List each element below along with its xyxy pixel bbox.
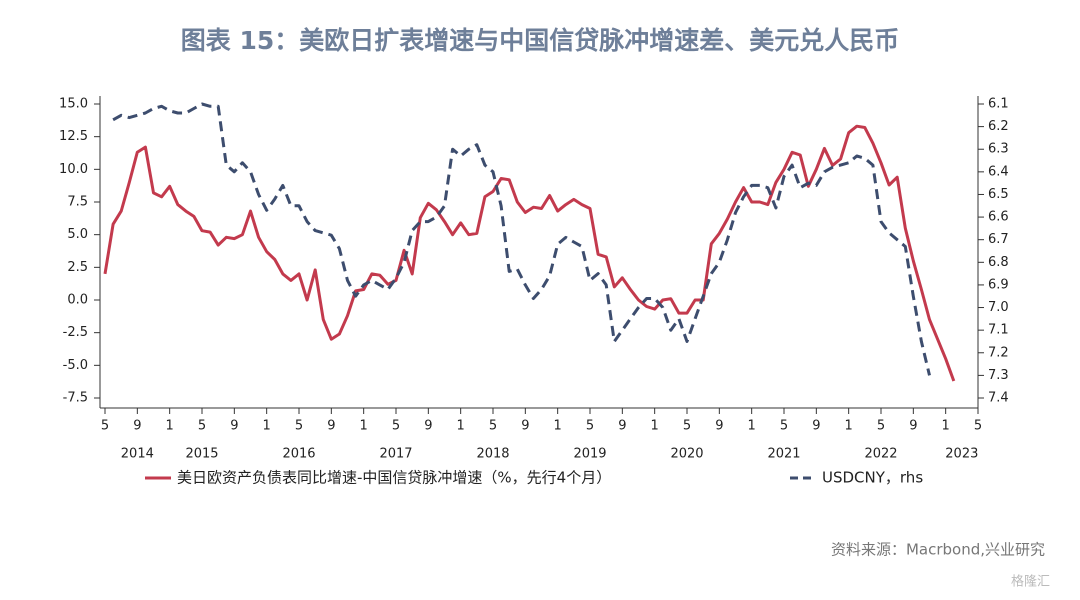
x-tick-label: 9 bbox=[909, 419, 917, 434]
year-label: 2023 bbox=[945, 447, 978, 462]
year-label: 2018 bbox=[476, 447, 509, 462]
x-tick-label: 5 bbox=[295, 419, 303, 434]
y-tick-label: 12.5 bbox=[59, 129, 88, 144]
x-tick-label: 5 bbox=[974, 419, 982, 434]
x-tick-label: 1 bbox=[263, 419, 271, 434]
y-tick-label: 10.0 bbox=[59, 162, 88, 177]
x-tick-label: 9 bbox=[133, 419, 141, 434]
x-tick-label: 1 bbox=[845, 419, 853, 434]
y2-tick-label: 7.1 bbox=[988, 323, 1009, 338]
x-tick-label: 5 bbox=[392, 419, 400, 434]
y2-tick-label: 6.4 bbox=[988, 164, 1009, 179]
x-tick-label: 9 bbox=[715, 419, 723, 434]
y2-tick-label: 6.1 bbox=[988, 97, 1009, 112]
y2-tick-label: 6.9 bbox=[988, 277, 1009, 292]
y2-tick-label: 7.4 bbox=[988, 391, 1009, 406]
y2-tick-label: 7.0 bbox=[988, 300, 1009, 315]
y-tick-label: -7.5 bbox=[63, 391, 88, 406]
source: 资料来源：Macrbond,兴业研究 bbox=[831, 541, 1045, 559]
x-tick-label: 1 bbox=[166, 419, 174, 434]
x-tick-label: 1 bbox=[457, 419, 465, 434]
chart-title: 图表 15：美欧日扩表增速与中国信贷脉冲增速差、美元兑人民币 bbox=[181, 26, 900, 55]
x-tick-label: 5 bbox=[101, 419, 109, 434]
x-tick-label: 1 bbox=[748, 419, 756, 434]
y-tick-label: -2.5 bbox=[63, 325, 88, 340]
year-label: 2020 bbox=[670, 447, 703, 462]
y2-tick-label: 6.3 bbox=[988, 142, 1009, 157]
y-tick-label: -5.0 bbox=[63, 358, 88, 373]
y2-tick-label: 7.3 bbox=[988, 368, 1009, 383]
x-tick-label: 5 bbox=[586, 419, 594, 434]
y-tick-label: 5.0 bbox=[67, 227, 88, 242]
x-tick-label: 5 bbox=[198, 419, 206, 434]
y2-tick-label: 6.5 bbox=[988, 187, 1009, 202]
series-line bbox=[112, 102, 931, 376]
x-tick-label: 9 bbox=[812, 419, 820, 434]
x-tick-label: 9 bbox=[424, 419, 432, 434]
x-tick-label: 1 bbox=[651, 419, 659, 434]
y-tick-label: 15.0 bbox=[59, 97, 88, 112]
legend-label: USDCNY，rhs bbox=[822, 469, 923, 487]
y-tick-label: 0.0 bbox=[67, 293, 88, 308]
x-tick-label: 5 bbox=[683, 419, 691, 434]
series-line bbox=[103, 124, 956, 382]
legend-label: 美日欧资产负债表同比增速-中国信贷脉冲增速（%，先行4个月） bbox=[177, 469, 611, 487]
y2-tick-label: 6.7 bbox=[988, 232, 1009, 247]
x-tick-label: 9 bbox=[521, 419, 529, 434]
year-label: 2014 bbox=[121, 447, 154, 462]
year-label: 2015 bbox=[185, 447, 218, 462]
year-label: 2016 bbox=[282, 447, 315, 462]
year-label: 2022 bbox=[864, 447, 897, 462]
x-tick-label: 1 bbox=[554, 419, 562, 434]
x-tick-label: 9 bbox=[230, 419, 238, 434]
x-tick-label: 5 bbox=[877, 419, 885, 434]
y2-tick-label: 7.2 bbox=[988, 345, 1009, 360]
x-tick-label: 9 bbox=[327, 419, 335, 434]
x-tick-label: 5 bbox=[780, 419, 788, 434]
year-label: 2021 bbox=[767, 447, 800, 462]
year-label: 2017 bbox=[379, 447, 412, 462]
y2-tick-label: 6.6 bbox=[988, 210, 1009, 225]
y2-tick-label: 6.8 bbox=[988, 255, 1009, 270]
y-tick-label: 7.5 bbox=[67, 195, 88, 210]
x-tick-label: 9 bbox=[618, 419, 626, 434]
y2-tick-label: 6.2 bbox=[988, 119, 1009, 134]
x-tick-label: 1 bbox=[360, 419, 368, 434]
watermark: 格隆汇 bbox=[1011, 574, 1050, 590]
x-tick-label: 1 bbox=[942, 419, 950, 434]
x-tick-label: 5 bbox=[489, 419, 497, 434]
y-tick-label: 2.5 bbox=[67, 260, 88, 275]
year-label: 2019 bbox=[573, 447, 606, 462]
